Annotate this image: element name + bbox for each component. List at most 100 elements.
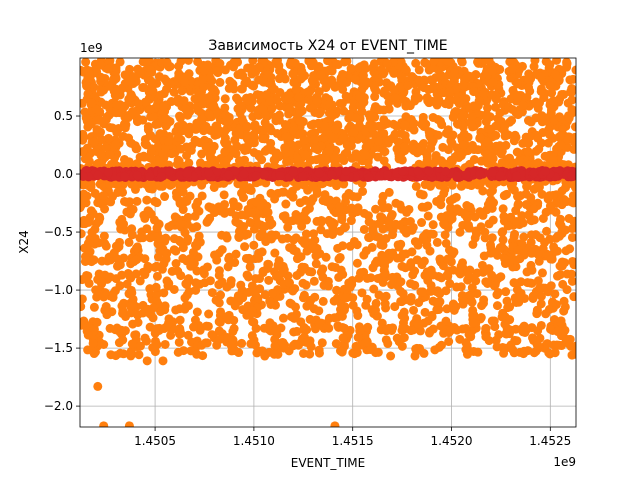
scatter-point — [301, 337, 311, 347]
scatter-point — [140, 254, 150, 264]
scatter-point — [457, 112, 467, 122]
scatter-point — [246, 339, 256, 349]
scatter-point — [468, 239, 478, 249]
scatter-point — [380, 268, 390, 278]
scatter-point — [283, 277, 293, 287]
scatter-point — [434, 342, 444, 352]
scatter-point — [124, 237, 134, 247]
scatter-point — [339, 106, 349, 116]
scatter-point — [175, 113, 185, 123]
scatter-point — [359, 92, 369, 102]
scatter-point — [570, 122, 576, 132]
y-axis-label: X24 — [17, 230, 31, 254]
scatter-point — [237, 210, 247, 220]
scatter-point — [534, 144, 544, 154]
scatter-point — [240, 242, 250, 252]
scatter-point — [270, 334, 280, 344]
scatter-point — [222, 282, 232, 292]
scatter-point — [96, 150, 106, 160]
scatter-point — [173, 122, 183, 132]
scatter-point — [143, 206, 153, 216]
scatter-point — [253, 293, 263, 303]
scatter-point — [197, 93, 207, 103]
scatter-point — [173, 347, 183, 357]
scatter-point — [159, 152, 169, 162]
scatter-point — [171, 305, 181, 315]
scatter-point — [548, 297, 558, 307]
scatter-point — [80, 229, 86, 239]
scatter-point — [88, 338, 98, 348]
scatter-point — [309, 229, 319, 239]
scatter-point — [263, 207, 273, 217]
scatter-point — [513, 245, 523, 255]
scatter-point — [206, 82, 216, 92]
scatter-point — [532, 306, 542, 316]
scatter-point — [350, 74, 360, 84]
scatter-point — [83, 345, 93, 355]
scatter-point — [384, 216, 394, 226]
scatter-point-outlier — [330, 421, 340, 427]
scatter-point — [351, 341, 361, 351]
scatter-point — [179, 180, 189, 190]
scatter-point — [214, 280, 224, 290]
scatter-point — [459, 297, 469, 307]
scatter-point — [339, 179, 349, 189]
scatter-point — [103, 64, 113, 74]
scatter-point — [232, 141, 242, 151]
x-axis-label: EVENT_TIME — [291, 456, 365, 470]
scatter-point — [245, 217, 255, 227]
scatter-point — [80, 252, 90, 262]
scatter-point — [567, 84, 576, 94]
scatter-point — [352, 192, 362, 202]
scatter-point — [381, 324, 391, 334]
scatter-point — [428, 270, 438, 280]
scatter-point — [250, 120, 260, 130]
scatter-point — [524, 83, 534, 93]
scatter-point — [429, 158, 439, 168]
scatter-point — [567, 179, 576, 189]
scatter-point — [286, 299, 296, 309]
scatter-point — [251, 323, 261, 333]
scatter-point — [242, 96, 252, 106]
scatter-point — [309, 276, 319, 286]
scatter-point — [105, 122, 115, 132]
scatter-point-red — [314, 168, 324, 178]
scatter-point — [305, 349, 315, 359]
scatter-point — [308, 181, 318, 191]
scatter-point — [562, 58, 572, 67]
scatter-point — [435, 254, 445, 264]
scatter-point — [400, 313, 410, 323]
scatter-point — [521, 200, 531, 210]
scatter-point — [80, 219, 88, 229]
scatter-point — [302, 325, 312, 335]
scatter-point — [364, 110, 374, 120]
scatter-point — [178, 254, 188, 264]
scatter-point — [487, 66, 497, 76]
scatter-point — [379, 86, 389, 96]
scatter-point — [552, 58, 562, 65]
scatter-point — [379, 115, 389, 125]
scatter-point — [248, 58, 258, 65]
scatter-point — [295, 198, 305, 208]
scatter-point — [147, 154, 157, 164]
scatter-point — [204, 109, 214, 119]
scatter-point — [449, 68, 459, 78]
scatter-point — [133, 116, 143, 126]
scatter-point — [220, 65, 230, 75]
scatter-points — [80, 58, 576, 427]
scatter-point — [533, 158, 543, 168]
scatter-point — [235, 231, 245, 241]
scatter-point — [549, 242, 559, 252]
scatter-point — [550, 69, 560, 79]
scatter-point — [232, 294, 242, 304]
scatter-point-red — [132, 170, 142, 180]
scatter-point — [414, 93, 424, 103]
scatter-point — [80, 98, 87, 108]
scatter-point — [124, 133, 134, 143]
scatter-point — [271, 148, 281, 158]
scatter-point — [512, 92, 522, 102]
scatter-point — [183, 58, 193, 65]
scatter-point — [550, 289, 560, 299]
scatter-point — [487, 152, 497, 162]
scatter-point — [292, 254, 302, 264]
